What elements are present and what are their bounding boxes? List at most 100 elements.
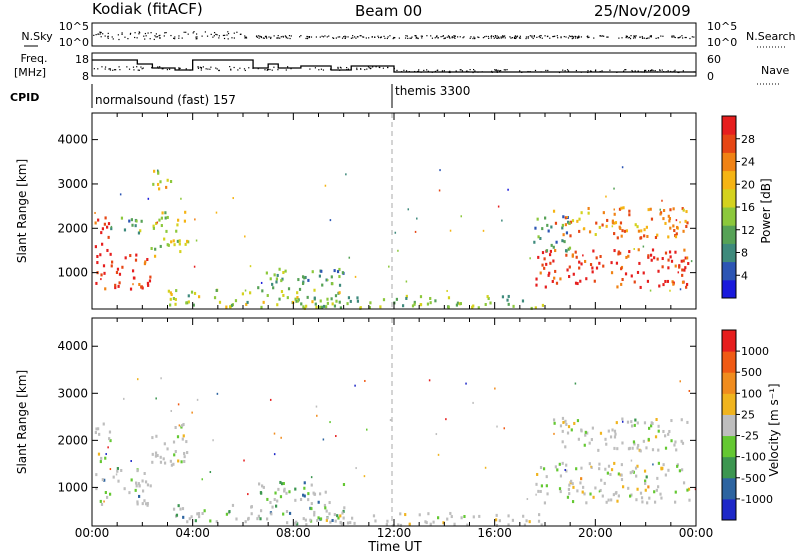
heatmap-cell [589, 492, 592, 496]
nsky-point [352, 35, 354, 37]
heatmap-cell [138, 282, 141, 286]
nsky-point [539, 35, 541, 37]
nsky-point [474, 37, 476, 39]
heatmap-cell [186, 520, 189, 524]
heatmap-cell [354, 275, 357, 278]
heatmap-cell [194, 218, 196, 221]
heatmap-cell [571, 500, 575, 504]
nave-point [109, 69, 112, 71]
heatmap-cell [669, 208, 672, 212]
heatmap-cell [622, 206, 625, 210]
heatmap-cell [656, 257, 659, 261]
heatmap-cell [553, 421, 556, 425]
nsky-point [378, 36, 380, 39]
heatmap-cell [310, 502, 313, 506]
heatmap-cell [661, 257, 664, 261]
nsky-point [236, 31, 238, 33]
nave-point [112, 69, 114, 71]
power-swatch [722, 152, 736, 172]
nave-point [239, 67, 241, 69]
nave-point [369, 68, 372, 70]
nave-point [118, 66, 120, 68]
nsky-point [409, 37, 411, 39]
nsky-point [196, 38, 198, 40]
heatmap-cell [609, 435, 613, 439]
heatmap-cell [580, 211, 583, 215]
nsky-strip [91, 22, 697, 47]
heatmap-cell [100, 502, 104, 506]
heatmap-cell [617, 252, 620, 256]
heatmap-cell [120, 468, 123, 472]
heatmap-cell [605, 195, 607, 198]
heatmap-cell [249, 291, 252, 295]
heatmap-cell [321, 283, 324, 287]
heatmap-cell [294, 498, 297, 502]
heatmap-cell [275, 277, 279, 281]
heatmap-cell [605, 500, 608, 504]
heatmap-cell [313, 288, 316, 292]
nsky-point [310, 36, 313, 38]
heatmap-cell [674, 235, 678, 239]
heatmap-cell [580, 428, 583, 432]
heatmap-cell [153, 169, 156, 173]
heatmap-cell [296, 296, 299, 300]
heatmap-cell [572, 272, 575, 276]
heatmap-cell [498, 519, 501, 523]
heatmap-cell [578, 217, 581, 221]
nsky-point [195, 33, 198, 35]
heatmap-cell [545, 249, 549, 253]
heatmap-cell [503, 427, 506, 430]
heatmap-cell [181, 424, 184, 428]
power-data [94, 166, 693, 310]
heatmap-cell [583, 443, 586, 447]
nsky-point [681, 37, 684, 39]
heatmap-cell [138, 484, 141, 488]
heatmap-cell [311, 270, 314, 274]
power-tick-label: 28 [741, 133, 755, 146]
nsky-point [99, 33, 101, 35]
heatmap-cell [323, 503, 327, 507]
heatmap-cell [283, 489, 286, 493]
nsky-point [315, 36, 317, 38]
heatmap-cell [275, 280, 278, 284]
heatmap-cell [124, 256, 127, 260]
heatmap-cell [213, 296, 217, 300]
heatmap-cell [117, 284, 120, 288]
nsky-point [500, 36, 502, 38]
heatmap-cell [197, 512, 201, 516]
heatmap-cell [550, 243, 553, 247]
nsky-point [193, 31, 195, 33]
nsky-point [629, 37, 632, 40]
heatmap-cell [280, 279, 283, 283]
nave-point [529, 70, 531, 73]
heatmap-cell [136, 469, 139, 473]
heatmap-cell [134, 258, 138, 262]
nave-point [104, 68, 106, 70]
nsky-point [632, 37, 635, 39]
heatmap-cell [169, 303, 172, 307]
heatmap-cell [146, 281, 150, 285]
nsky-point [533, 35, 535, 37]
nave-point [329, 68, 332, 70]
heatmap-cell [583, 492, 586, 496]
heatmap-cell [260, 305, 263, 309]
heatmap-cell [246, 300, 249, 304]
nsky-point [443, 37, 445, 40]
heatmap-cell [140, 219, 143, 223]
heatmap-cell [129, 287, 133, 291]
nave-point [356, 67, 358, 69]
nsky-point [218, 35, 221, 37]
nsky-point [285, 35, 287, 38]
heatmap-cell [307, 492, 310, 496]
heatmap-cell [680, 439, 683, 443]
x-tick-label: 00:00 [75, 526, 110, 540]
heatmap-cell [408, 522, 411, 526]
heatmap-cell [613, 446, 616, 450]
nsky-point [575, 35, 577, 38]
nave-point [466, 70, 468, 72]
nsky-point [678, 37, 680, 39]
heatmap-cell [235, 517, 238, 521]
heatmap-cell [231, 503, 235, 507]
heatmap-cell [501, 295, 505, 299]
heatmap-cell [190, 515, 193, 519]
